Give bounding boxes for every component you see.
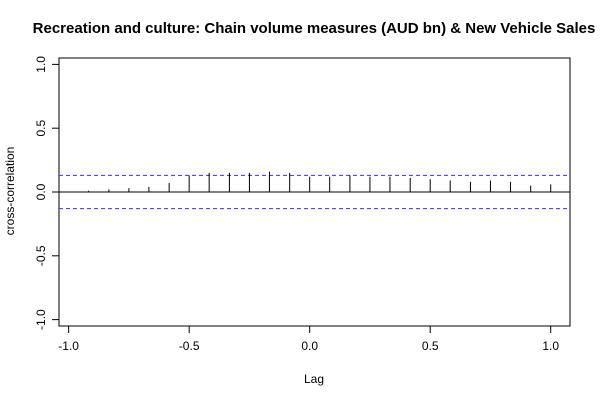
x-tick-label: -0.5 bbox=[179, 339, 200, 353]
x-axis-label: Lag bbox=[304, 372, 324, 386]
x-tick-label: -1.0 bbox=[58, 339, 79, 353]
x-tick-label: 1.0 bbox=[542, 339, 559, 353]
x-axis: -1.0 -0.5 0.0 0.5 1.0 bbox=[58, 326, 559, 353]
y-tick-label: 1.0 bbox=[34, 56, 48, 73]
y-tick-label: -0.5 bbox=[34, 245, 48, 266]
y-tick-label: -1.0 bbox=[34, 309, 48, 330]
plot-area bbox=[59, 171, 570, 210]
x-tick-label: 0.0 bbox=[301, 339, 318, 353]
y-axis: -1.0 -0.5 0.0 0.5 1.0 bbox=[34, 56, 59, 330]
y-tick-label: 0.0 bbox=[34, 183, 48, 200]
chart-title: Recreation and culture: Chain volume mea… bbox=[33, 20, 596, 37]
y-tick-label: 0.5 bbox=[34, 120, 48, 137]
y-axis-label: cross-correlation bbox=[3, 147, 17, 236]
x-tick-label: 0.5 bbox=[422, 339, 439, 353]
